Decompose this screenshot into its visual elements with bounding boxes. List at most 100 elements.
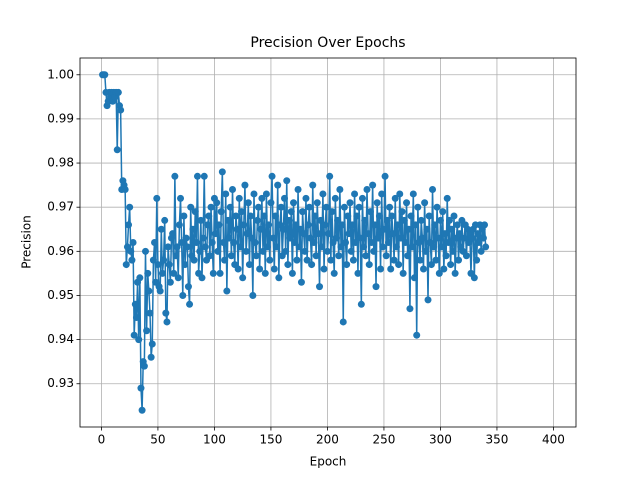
data-point bbox=[275, 274, 283, 282]
data-point bbox=[413, 331, 421, 339]
data-point bbox=[339, 318, 347, 326]
data-point bbox=[285, 216, 293, 224]
data-point bbox=[294, 186, 302, 194]
data-point bbox=[348, 221, 356, 229]
data-point bbox=[177, 194, 185, 202]
data-point bbox=[266, 256, 274, 264]
data-point bbox=[101, 71, 109, 79]
data-point bbox=[455, 256, 463, 264]
data-point bbox=[180, 212, 188, 220]
data-point bbox=[408, 243, 416, 251]
data-point bbox=[209, 269, 217, 277]
data-point bbox=[290, 199, 298, 207]
data-point bbox=[447, 261, 455, 269]
data-point bbox=[311, 212, 319, 220]
data-point bbox=[244, 199, 252, 207]
data-point bbox=[165, 261, 173, 269]
x-tick-label: 150 bbox=[259, 433, 282, 447]
data-point bbox=[262, 190, 270, 198]
data-point bbox=[170, 269, 178, 277]
data-point bbox=[334, 216, 342, 224]
data-point bbox=[450, 212, 458, 220]
data-point bbox=[140, 362, 148, 370]
data-point bbox=[279, 225, 287, 233]
data-point bbox=[252, 252, 260, 260]
data-point bbox=[399, 269, 407, 277]
data-point bbox=[372, 283, 380, 291]
data-point bbox=[405, 225, 413, 233]
data-point bbox=[259, 247, 267, 255]
data-point bbox=[303, 256, 311, 264]
data-point bbox=[460, 234, 468, 242]
plot-frame bbox=[79, 57, 577, 428]
data-point bbox=[449, 247, 457, 255]
data-point bbox=[412, 221, 420, 229]
data-point bbox=[351, 190, 359, 198]
data-point bbox=[356, 234, 364, 242]
y-tick-label: 0.95 bbox=[47, 288, 74, 302]
data-point bbox=[292, 221, 300, 229]
data-point bbox=[336, 186, 344, 194]
data-point bbox=[320, 265, 328, 273]
data-point bbox=[328, 208, 336, 216]
data-point bbox=[468, 234, 476, 242]
data-point bbox=[175, 221, 183, 229]
data-point bbox=[163, 318, 171, 326]
data-point bbox=[314, 230, 322, 238]
data-point bbox=[370, 247, 378, 255]
data-point bbox=[473, 256, 481, 264]
data-point bbox=[131, 300, 139, 308]
data-point bbox=[398, 208, 406, 216]
data-point bbox=[319, 190, 327, 198]
x-tick-label: 0 bbox=[98, 433, 106, 447]
data-point bbox=[374, 234, 382, 242]
data-point bbox=[432, 256, 440, 264]
data-point bbox=[443, 194, 451, 202]
data-point bbox=[368, 239, 376, 246]
data-point bbox=[346, 199, 354, 207]
chart-title: Precision Over Epochs bbox=[250, 35, 405, 51]
data-point bbox=[345, 230, 353, 238]
data-point bbox=[404, 252, 412, 260]
data-point bbox=[271, 212, 279, 220]
x-tick-label: 50 bbox=[150, 433, 165, 447]
data-point bbox=[154, 261, 162, 269]
data-point bbox=[212, 230, 220, 238]
data-point bbox=[291, 239, 299, 246]
data-point bbox=[160, 256, 168, 264]
data-point bbox=[369, 181, 377, 189]
data-point bbox=[161, 216, 169, 224]
data-point bbox=[360, 243, 368, 251]
data-point bbox=[479, 234, 487, 242]
y-tick-label: 0.98 bbox=[47, 156, 74, 170]
data-point bbox=[268, 172, 276, 180]
data-point bbox=[260, 212, 268, 220]
data-point bbox=[391, 194, 399, 202]
data-point bbox=[146, 309, 154, 317]
data-point bbox=[438, 243, 446, 251]
data-point bbox=[425, 212, 433, 220]
data-point bbox=[397, 234, 405, 242]
x-tick-label: 200 bbox=[316, 433, 339, 447]
x-tick-label: 350 bbox=[485, 433, 508, 447]
data-point bbox=[429, 186, 437, 194]
data-point bbox=[297, 278, 305, 286]
data-point bbox=[312, 252, 320, 260]
data-point bbox=[265, 221, 273, 229]
data-point bbox=[156, 287, 164, 295]
data-point bbox=[199, 234, 207, 242]
data-point bbox=[143, 327, 151, 335]
data-point bbox=[181, 261, 189, 269]
data-point bbox=[434, 234, 442, 242]
data-point bbox=[166, 278, 174, 286]
data-point bbox=[223, 287, 231, 295]
data-point bbox=[129, 239, 137, 246]
data-point bbox=[318, 243, 326, 251]
data-point bbox=[301, 247, 309, 255]
x-tick-label: 100 bbox=[203, 433, 226, 447]
data-point bbox=[362, 252, 370, 260]
data-point bbox=[241, 181, 249, 189]
data-point bbox=[274, 181, 282, 189]
data-point bbox=[247, 212, 255, 220]
data-point bbox=[215, 221, 223, 229]
